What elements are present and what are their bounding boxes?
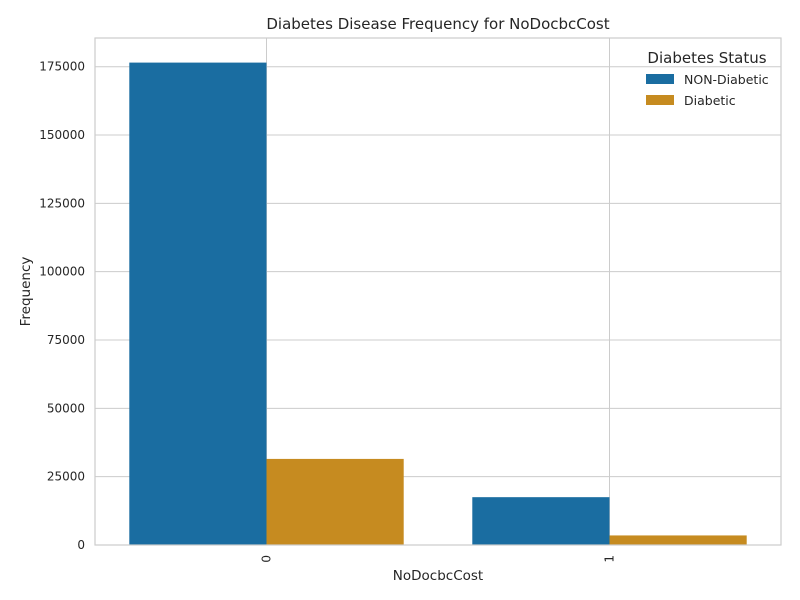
legend: Diabetes Status NON-Diabetic Diabetic <box>646 49 769 108</box>
bar-non-diabetic-0 <box>129 62 267 545</box>
x-tick-label: 0 <box>260 555 274 563</box>
y-tick-label: 50000 <box>47 401 85 415</box>
y-tick-label: 75000 <box>47 333 85 347</box>
legend-swatch <box>646 74 674 84</box>
bar-non-diabetic-1 <box>472 497 610 545</box>
y-tick-label: 125000 <box>39 196 85 210</box>
plot-frame <box>94 37 782 546</box>
y-tick-label: 175000 <box>39 60 85 74</box>
y-tick-label: 150000 <box>39 128 85 142</box>
legend-swatch <box>646 95 674 105</box>
y-axis-label: Frequency <box>18 257 34 327</box>
legend-title: Diabetes Status <box>647 49 766 67</box>
y-tick-label: 25000 <box>47 470 85 484</box>
legend-label: NON-Diabetic <box>684 72 769 87</box>
x-axis-label: NoDocbcCost <box>393 568 483 584</box>
x-tick-label: 1 <box>603 555 617 563</box>
bar-diabetic-1 <box>609 535 747 545</box>
legend-label: Diabetic <box>684 93 736 108</box>
chart-title: Diabetes Disease Frequency for NoDocbcCo… <box>266 15 609 33</box>
y-tick-labels: 0 25000 50000 75000 100000 125000 150000 175000 <box>39 60 85 552</box>
bar-diabetic-0 <box>266 458 404 545</box>
y-tick-label: 0 <box>77 538 85 552</box>
bars <box>129 62 747 545</box>
y-tick-label: 100000 <box>39 265 85 279</box>
